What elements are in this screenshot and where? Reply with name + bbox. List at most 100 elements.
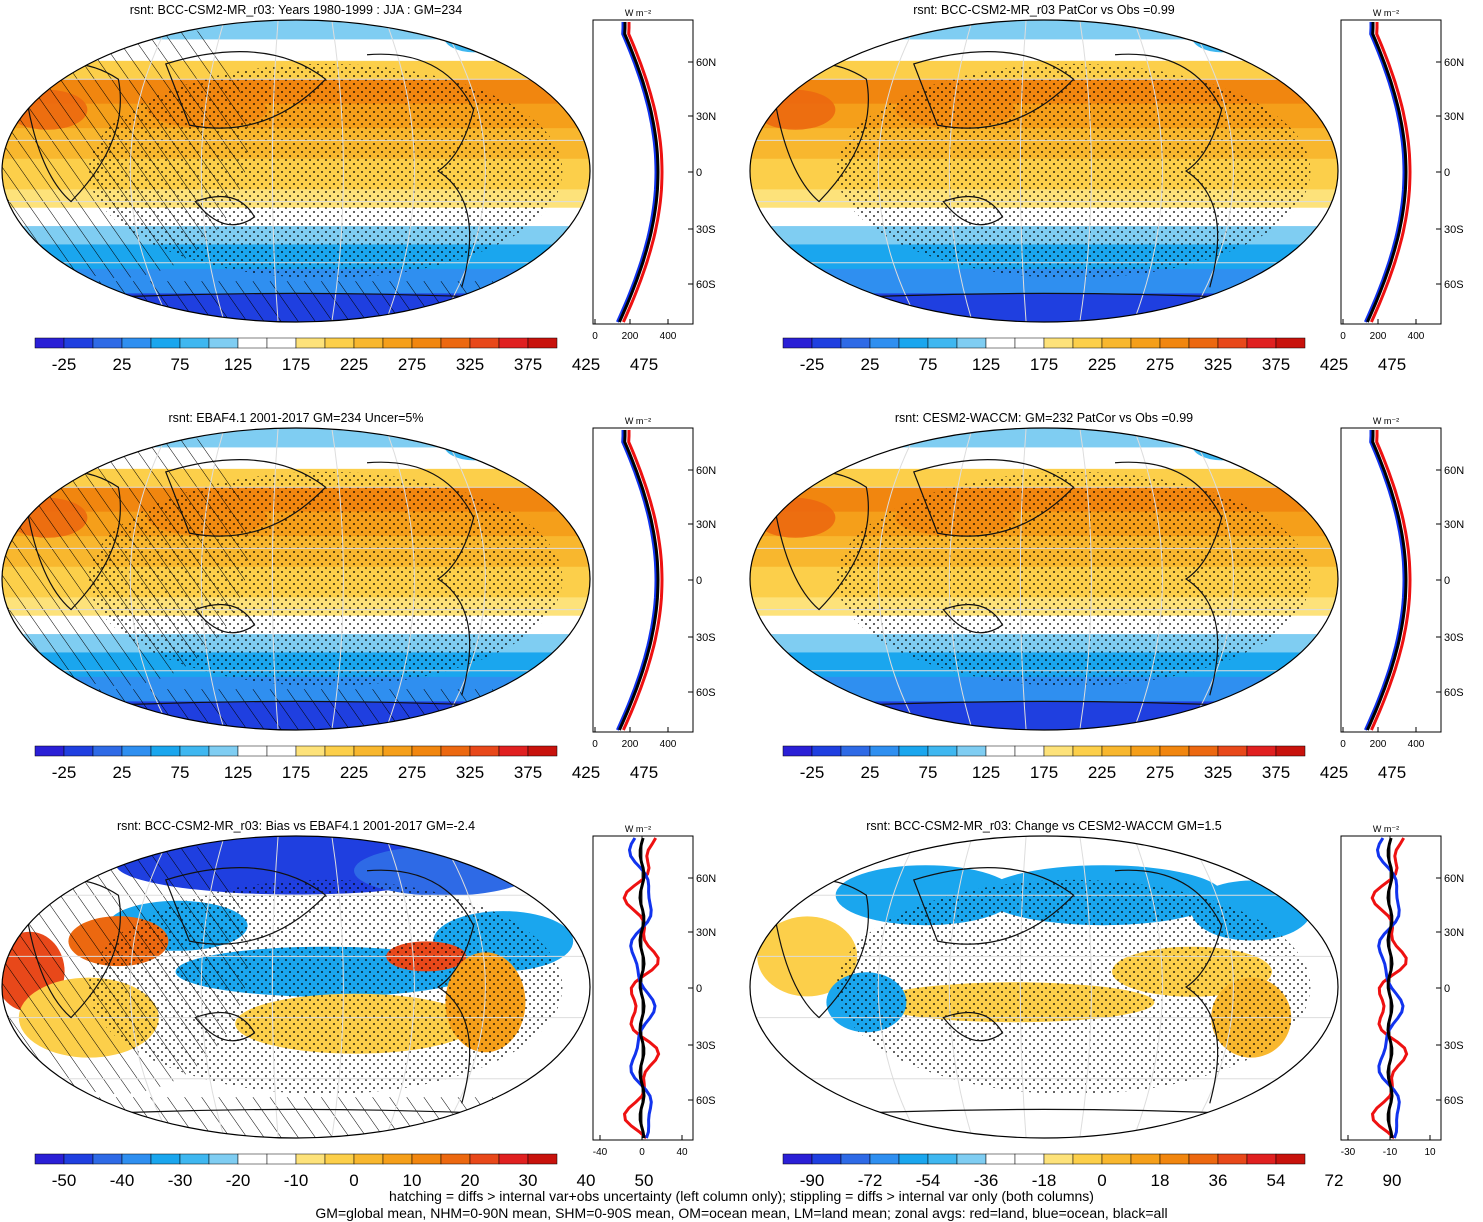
zonal-ytick: 30N [1444, 519, 1464, 531]
zonal-mean-plot: W m⁻² 60N 30N 0 30S 60S 0 200 400 [592, 8, 716, 342]
zonal-ytick: 30N [1444, 111, 1464, 123]
colorbar-swatch [1159, 745, 1190, 757]
colorbar-swatch [92, 337, 123, 349]
colorbar-swatch [353, 745, 384, 757]
colorbar-swatch [208, 337, 239, 349]
colorbar-swatch [782, 745, 813, 757]
zonal-xtick: 200 [622, 739, 639, 750]
zonal-unit: W m⁻² [625, 8, 651, 18]
colorbar-swatch [898, 745, 929, 757]
colorbar-swatch [121, 745, 152, 757]
colorbar-label: -18 [1032, 1171, 1057, 1190]
zonal-line-all [618, 22, 660, 323]
colorbar-swatch [1188, 745, 1219, 757]
zonal-line-all [1366, 22, 1408, 323]
zonal-line-ocean [616, 430, 658, 731]
colorbar-label: 25 [861, 355, 880, 374]
colorbar-swatch [266, 337, 297, 349]
map [1, 835, 591, 1139]
colorbar-label: 90 [1383, 1171, 1402, 1190]
colorbar-label: 25 [113, 763, 132, 782]
colorbar-label: 375 [1262, 763, 1290, 782]
colorbar-swatch [1101, 745, 1132, 757]
colorbar-label: 36 [1209, 1171, 1228, 1190]
colorbar-swatch [927, 745, 958, 757]
colorbar-swatch [92, 1153, 123, 1165]
colorbar-swatch [1275, 337, 1306, 349]
colorbar-swatch [1159, 337, 1190, 349]
zonal-ytick: 0 [696, 167, 702, 179]
colorbar-label: -36 [974, 1171, 999, 1190]
zonal-ytick: 60N [1444, 873, 1464, 885]
colorbar-swatch [324, 337, 355, 349]
footer-note: hatching = diffs > internal var+obs unce… [0, 1188, 1483, 1222]
colorbar-swatch [1043, 745, 1074, 757]
zonal-xtick: 40 [676, 1147, 688, 1158]
colorbar-swatch [295, 1153, 326, 1165]
colorbar-swatch [440, 337, 471, 349]
colorbar-label: 75 [919, 763, 938, 782]
footer-line-2: GM=global mean, NHM=0-90N mean, SHM=0-90… [315, 1205, 1168, 1221]
zonal-mean-plot: W m⁻² 60N 30N 0 30S 60S 0 200 400 [1340, 416, 1464, 750]
zonal-line-land [622, 430, 664, 731]
colorbar-label: 225 [1088, 763, 1116, 782]
colorbar-swatch [1072, 337, 1103, 349]
colorbar-swatch [811, 337, 842, 349]
colorbar-swatch [150, 337, 181, 349]
colorbar-swatch [956, 337, 987, 349]
colorbar-swatch [782, 337, 813, 349]
zonal-ytick: 30N [1444, 927, 1464, 939]
colorbar-swatch [1014, 1153, 1045, 1165]
colorbar-swatch [469, 1153, 500, 1165]
colorbar-swatch [1217, 337, 1248, 349]
zonal-ytick: 30S [696, 224, 716, 236]
zonal-ytick: 60S [696, 279, 716, 291]
zonal-line-all [1366, 430, 1408, 731]
zonal-xtick: -30 [1341, 1147, 1356, 1158]
colorbar-label: 75 [919, 355, 938, 374]
colorbar-swatch [440, 745, 471, 757]
zonal-line-land [1370, 430, 1412, 731]
colorbar-swatch [150, 1153, 181, 1165]
colorbar-swatch [1217, 745, 1248, 757]
colorbar: -25 25 75 125 175 225 275 325 375 425 475 [782, 745, 1406, 782]
zonal-ytick: 30N [696, 111, 716, 123]
colorbar-swatch [411, 745, 442, 757]
zonal-ytick: 0 [1444, 983, 1450, 995]
zonal-ytick: 60N [696, 873, 716, 885]
colorbar-swatch [1130, 745, 1161, 757]
colorbar-label: 18 [1151, 1171, 1170, 1190]
panel-title: rsnt: BCC-CSM2-MR_r03: Change vs CESM2-W… [866, 819, 1222, 833]
colorbar-swatch [869, 1153, 900, 1165]
colorbar-label: -50 [52, 1171, 77, 1190]
zonal-unit: W m⁻² [1373, 824, 1399, 834]
colorbar-swatch [1043, 1153, 1074, 1165]
panel-title: rsnt: BCC-CSM2-MR_r03: Years 1980-1999 :… [129, 3, 463, 17]
zonal-unit: W m⁻² [625, 416, 651, 426]
colorbar-swatch [527, 337, 558, 349]
colorbar-swatch [498, 337, 529, 349]
colorbar-label: 375 [514, 355, 542, 374]
zonal-ytick: 30S [1444, 224, 1464, 236]
colorbar-label: 425 [1320, 763, 1348, 782]
colorbar-label: 75 [171, 763, 190, 782]
colorbar-label: 325 [1204, 355, 1232, 374]
colorbar-label: 30 [519, 1171, 538, 1190]
panel-3: rsnt: EBAF4.1 2001-2017 GM=234 Uncer=5% -… [0, 408, 740, 808]
colorbar-label: -54 [916, 1171, 941, 1190]
colorbar-swatch [869, 745, 900, 757]
colorbar-swatch [1217, 1153, 1248, 1165]
panel-title: rsnt: CESM2-WACCM: GM=232 PatCor vs Obs … [894, 411, 1194, 425]
zonal-mean-plot: W m⁻² 60N 30N 0 30S 60S -40 0 40 [592, 824, 716, 1158]
colorbar-swatch [527, 745, 558, 757]
colorbar-label: 125 [224, 763, 252, 782]
zonal-line-land [1370, 22, 1412, 323]
colorbar-swatch [1072, 745, 1103, 757]
colorbar-swatch [208, 745, 239, 757]
colorbar-label: 50 [635, 1171, 654, 1190]
map [1, 19, 591, 323]
colorbar-swatch [237, 1153, 268, 1165]
zonal-line-all [638, 837, 646, 1139]
colorbar-swatch [956, 745, 987, 757]
colorbar-label: 125 [972, 355, 1000, 374]
